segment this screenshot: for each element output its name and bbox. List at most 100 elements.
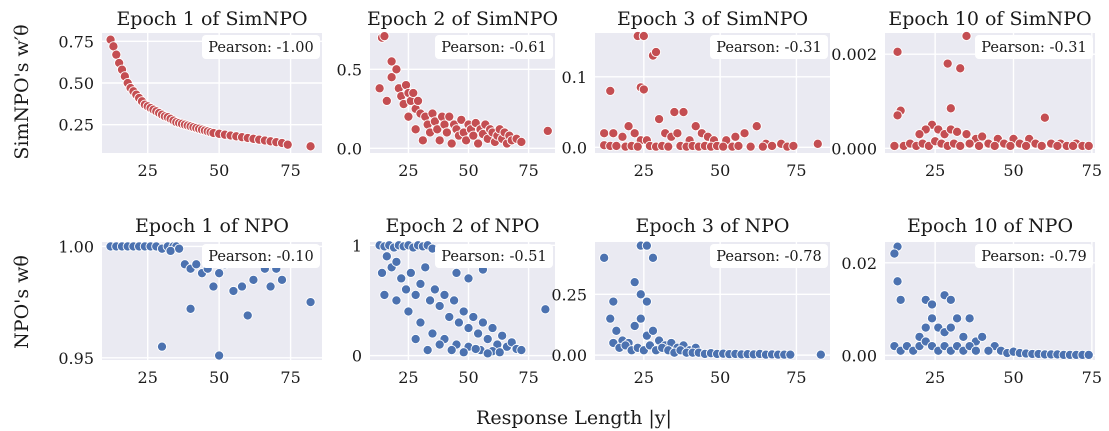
data-point (516, 345, 527, 356)
y-tick-label: 0.000 (831, 139, 877, 158)
data-point (617, 131, 628, 142)
data-point (376, 267, 388, 278)
data-point (638, 84, 649, 95)
y-tick-label: 0.002 (831, 45, 877, 64)
data-point (386, 72, 397, 83)
data-point (408, 87, 419, 99)
data-point (1036, 140, 1047, 151)
data-point (629, 320, 640, 331)
data-point (611, 325, 622, 336)
subplot-title: Epoch 1 of NPO (135, 215, 289, 237)
data-point (920, 322, 931, 333)
y-tick-label: 0.00 (551, 346, 587, 365)
data-point (400, 284, 412, 295)
pearson-annotation: Pearson: -1.00 (208, 40, 313, 56)
data-point (446, 345, 457, 356)
data-point (989, 140, 1000, 151)
data-point (191, 259, 202, 270)
annotation-box (975, 35, 1093, 59)
data-point (914, 129, 925, 140)
data-point (1039, 112, 1050, 123)
data-point (647, 325, 659, 336)
data-point (635, 313, 646, 324)
data-point (429, 284, 440, 295)
x-tick-label: 50 (710, 161, 730, 180)
x-tick-label: 25 (634, 161, 654, 180)
subplot-5: 25 50 75 0.95 1.00 Pearson: -0.10 Epoch 1 of N… (58, 215, 322, 387)
data-point (955, 140, 966, 151)
row2-ylabel: NPO's wθ (11, 255, 33, 349)
data-point (405, 267, 416, 278)
subplot-title: Epoch 2 of SimNPO (367, 8, 558, 30)
data-point (751, 121, 762, 132)
data-point (473, 328, 484, 339)
data-point (461, 135, 472, 146)
data-point (108, 41, 119, 52)
data-point (690, 121, 701, 132)
subplot-4: 25 50 75 0.000 0.002 Pearson: -0.31 Epoch 10 o… (831, 8, 1102, 180)
y-tick-label: 0.00 (841, 346, 877, 365)
data-point (482, 333, 493, 345)
data-point (482, 348, 493, 359)
data-point (425, 295, 436, 306)
subplot-6: 25 50 75 0 1 Pearson: -0.51 Epoch 2 of NPO (352, 215, 555, 387)
data-point (441, 127, 452, 138)
data-point (788, 140, 799, 151)
data-point (379, 289, 390, 300)
data-point (964, 138, 975, 149)
data-point (952, 126, 963, 137)
data-point (439, 289, 450, 300)
data-point (422, 345, 433, 356)
x-tick-label: 75 (786, 368, 806, 387)
data-point (785, 349, 796, 360)
data-point (733, 140, 744, 151)
data-point (391, 256, 402, 267)
x-tick-label: 25 (398, 161, 418, 180)
data-point (434, 135, 445, 146)
data-point (641, 240, 652, 251)
x-tick-label: 50 (458, 368, 478, 387)
data-point (629, 277, 640, 288)
row1-ylabel: SimNPO's w′θ (11, 24, 33, 159)
data-point (415, 317, 426, 328)
x-tick-label: 25 (925, 161, 945, 180)
pearson-annotation: Pearson: -0.31 (716, 40, 821, 56)
data-point (718, 141, 729, 152)
y-tick-label: 0.25 (551, 285, 587, 304)
data-point (477, 317, 488, 328)
subplot-1: 25 50 75 0.25 0.50 0.75 Pearson: -1.00 Epoch 1 … (58, 8, 322, 180)
data-point (961, 30, 972, 42)
data-point (497, 330, 508, 341)
subplot-3: 25 50 75 0.0 0.1 Pearson: -0.31 Epoch 3 of Sim… (562, 8, 830, 180)
data-point (415, 278, 426, 289)
data-point (374, 83, 385, 94)
annotation-box (435, 244, 553, 268)
data-point (516, 136, 527, 147)
data-point (487, 322, 498, 334)
data-point (410, 289, 421, 300)
x-tick-label: 75 (786, 161, 806, 180)
data-point (451, 267, 462, 278)
data-point (647, 252, 659, 263)
x-tick-label: 50 (1003, 368, 1023, 387)
data-point (964, 313, 975, 324)
data-point (889, 140, 900, 151)
data-point (892, 276, 903, 287)
data-point (977, 131, 988, 142)
data-point (473, 138, 484, 149)
data-point (654, 114, 665, 125)
data-point (379, 31, 390, 42)
x-tick-label: 75 (518, 368, 538, 387)
subplot-title: Epoch 3 of NPO (635, 215, 789, 237)
data-point (608, 296, 619, 307)
y-tick-label: 0.5 (337, 60, 362, 79)
y-tick-label: 0.50 (58, 74, 94, 93)
data-point (420, 262, 431, 273)
data-point (446, 138, 457, 149)
data-point (444, 111, 455, 122)
data-point (1020, 140, 1032, 151)
data-point (926, 313, 938, 324)
y-tick-label: 0.25 (58, 116, 94, 135)
data-point (672, 128, 683, 139)
